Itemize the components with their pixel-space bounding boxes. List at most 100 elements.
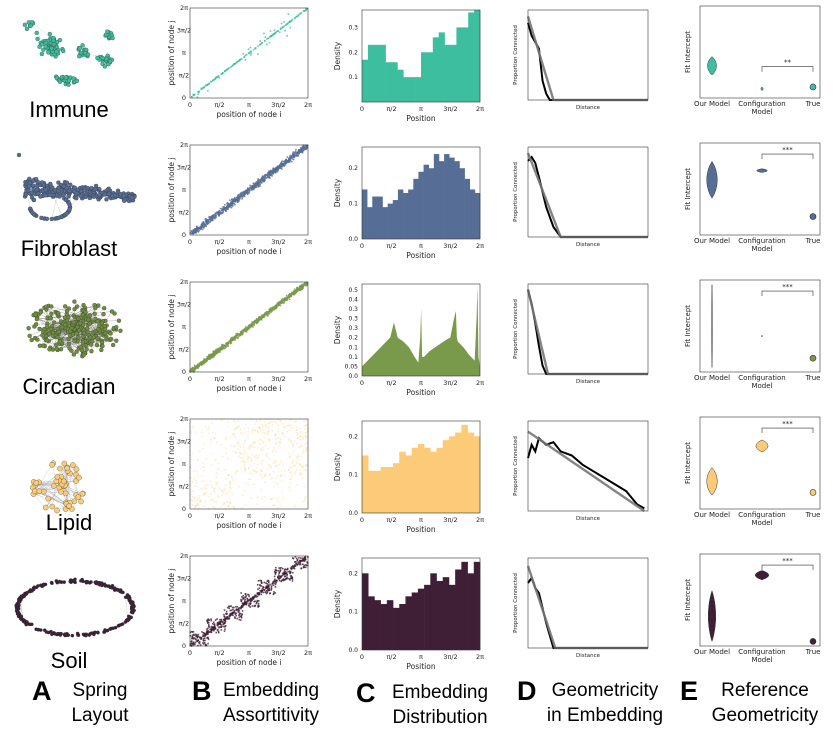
embedding-point bbox=[283, 421, 286, 424]
embedding-point bbox=[201, 631, 203, 633]
network-node bbox=[76, 335, 81, 340]
embedding-point bbox=[208, 218, 211, 221]
embedding-point bbox=[232, 64, 234, 67]
density-bar bbox=[372, 196, 378, 239]
geometricity-plot-lipid bbox=[527, 430, 646, 512]
network-node bbox=[29, 190, 34, 195]
embedding-point bbox=[236, 334, 239, 337]
embedding-point bbox=[238, 455, 241, 458]
embedding-point bbox=[265, 43, 268, 46]
embedding-point bbox=[256, 595, 259, 598]
embedding-point bbox=[218, 349, 221, 351]
embedding-point bbox=[249, 448, 252, 451]
embedding-point bbox=[304, 499, 306, 501]
embedding-point bbox=[303, 557, 305, 560]
embedding-point bbox=[192, 644, 195, 646]
embedding-point bbox=[264, 40, 266, 42]
network-node bbox=[53, 342, 59, 347]
embedding-point bbox=[248, 188, 250, 191]
embedding-point bbox=[247, 427, 250, 430]
embedding-point bbox=[227, 617, 230, 620]
embedding-point bbox=[194, 638, 197, 641]
embedding-point bbox=[243, 55, 246, 58]
embedding-point bbox=[261, 314, 264, 316]
y-tick-label: 0.2 bbox=[348, 433, 358, 440]
embedding-point bbox=[281, 298, 283, 301]
empirical-curve bbox=[527, 22, 648, 101]
embedding-point bbox=[264, 175, 267, 177]
embedding-point bbox=[293, 291, 295, 294]
embedding-point bbox=[286, 160, 289, 162]
network-node bbox=[63, 75, 69, 80]
embedding-point bbox=[263, 176, 266, 179]
embedding-point bbox=[214, 217, 216, 220]
network-node bbox=[26, 622, 31, 626]
network-node bbox=[49, 462, 55, 468]
embedding-point bbox=[290, 154, 293, 157]
embedding-point bbox=[248, 466, 250, 469]
x-tick-label: π bbox=[419, 516, 423, 524]
embedding-point bbox=[241, 494, 244, 496]
embedding-point bbox=[300, 148, 302, 150]
network-node bbox=[95, 55, 100, 61]
embedding-point bbox=[292, 153, 294, 156]
embedding-point bbox=[272, 462, 274, 464]
embedding-point bbox=[264, 586, 267, 589]
embedding-point bbox=[291, 580, 294, 582]
embedding-point bbox=[271, 309, 273, 312]
embedding-point bbox=[244, 504, 247, 506]
embedding-point bbox=[242, 457, 244, 459]
embedding-point bbox=[305, 424, 307, 427]
embedding-point bbox=[235, 469, 238, 472]
embedding-point bbox=[250, 54, 252, 56]
embedding-point bbox=[214, 354, 216, 356]
y-tick-label: 2π bbox=[180, 141, 188, 149]
embedding-point bbox=[229, 66, 232, 69]
density-bar bbox=[405, 596, 412, 650]
embedding-point bbox=[190, 368, 192, 370]
network-node bbox=[68, 329, 73, 334]
embedding-point bbox=[279, 504, 282, 507]
embedding-point bbox=[243, 190, 246, 193]
significance-label: *** bbox=[782, 283, 793, 291]
network-node bbox=[91, 335, 97, 340]
embedding-point bbox=[299, 562, 302, 564]
density-bar bbox=[454, 161, 460, 239]
density-bar bbox=[462, 27, 469, 103]
embedding-point bbox=[231, 205, 234, 207]
network-node bbox=[18, 596, 22, 600]
embedding-point bbox=[276, 169, 278, 171]
network-node bbox=[56, 180, 61, 185]
spring-layout-circadian bbox=[26, 299, 123, 359]
embedding-point bbox=[244, 442, 246, 445]
embedding-point bbox=[269, 309, 271, 312]
embedding-point bbox=[289, 293, 291, 296]
embedding-point bbox=[305, 564, 308, 567]
embedding-point bbox=[264, 424, 266, 427]
x-tick-label: Our Model bbox=[694, 648, 730, 656]
network-node bbox=[28, 23, 33, 28]
embedding-point bbox=[291, 571, 294, 574]
embedding-point bbox=[276, 303, 278, 306]
embedding-point bbox=[191, 500, 194, 502]
embedding-point bbox=[299, 435, 301, 438]
embedding-point bbox=[222, 211, 224, 214]
embedding-point bbox=[293, 17, 296, 20]
embedding-point bbox=[227, 505, 230, 508]
embedding-point bbox=[276, 506, 279, 509]
embedding-point bbox=[245, 482, 247, 484]
embedding-point bbox=[271, 504, 274, 507]
embedding-point bbox=[216, 483, 219, 485]
density-bar bbox=[436, 581, 444, 650]
embedding-point bbox=[260, 585, 262, 587]
x-axis-label: Position bbox=[406, 114, 435, 123]
embedding-point bbox=[297, 152, 299, 155]
embedding-point bbox=[277, 303, 280, 305]
network-node bbox=[67, 207, 72, 212]
embedding-point bbox=[214, 437, 216, 439]
embedding-point bbox=[299, 289, 302, 292]
embedding-point bbox=[242, 602, 244, 605]
embedding-point bbox=[283, 579, 286, 581]
violin bbox=[761, 334, 763, 338]
embedding-point bbox=[296, 484, 299, 487]
